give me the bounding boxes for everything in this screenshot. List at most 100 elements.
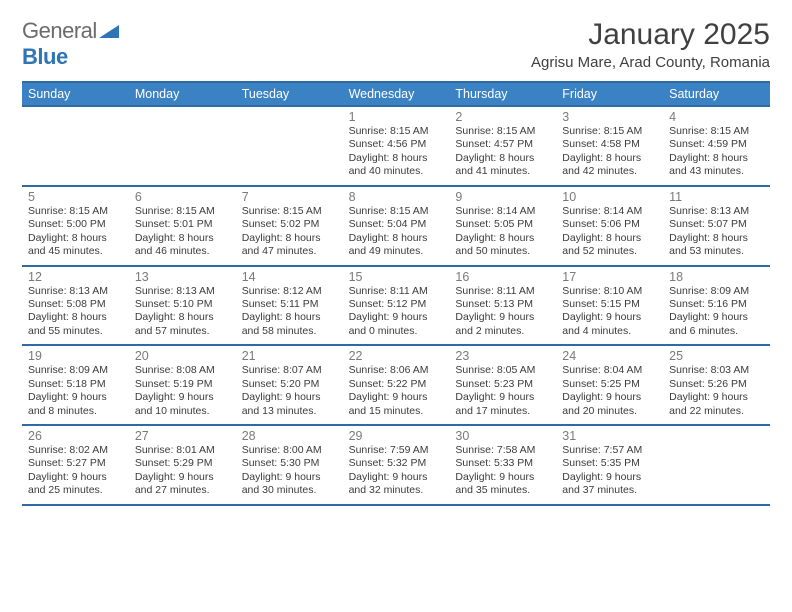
- day-cell: 22Sunrise: 8:06 AMSunset: 5:22 PMDayligh…: [343, 346, 450, 424]
- day-number: 11: [669, 190, 764, 204]
- weekday-label: Friday: [556, 83, 663, 105]
- day-number: 7: [242, 190, 337, 204]
- day-number: 12: [28, 270, 123, 284]
- day-number: 21: [242, 349, 337, 363]
- day-info: Sunrise: 8:13 AMSunset: 5:10 PMDaylight:…: [135, 285, 230, 339]
- brand-logo: General Blue: [22, 18, 119, 70]
- day-cell: 21Sunrise: 8:07 AMSunset: 5:20 PMDayligh…: [236, 346, 343, 424]
- day-info: Sunrise: 8:01 AMSunset: 5:29 PMDaylight:…: [135, 444, 230, 498]
- day-info: Sunrise: 7:58 AMSunset: 5:33 PMDaylight:…: [455, 444, 550, 498]
- day-cell: 8Sunrise: 8:15 AMSunset: 5:04 PMDaylight…: [343, 187, 450, 265]
- day-cell: 10Sunrise: 8:14 AMSunset: 5:06 PMDayligh…: [556, 187, 663, 265]
- day-number: 30: [455, 429, 550, 443]
- day-cell: 23Sunrise: 8:05 AMSunset: 5:23 PMDayligh…: [449, 346, 556, 424]
- day-number: 23: [455, 349, 550, 363]
- day-cell: 3Sunrise: 8:15 AMSunset: 4:58 PMDaylight…: [556, 107, 663, 185]
- day-number: 19: [28, 349, 123, 363]
- day-info: Sunrise: 8:02 AMSunset: 5:27 PMDaylight:…: [28, 444, 123, 498]
- day-number: 2: [455, 110, 550, 124]
- brand-text: General Blue: [22, 18, 119, 70]
- day-cell: 5Sunrise: 8:15 AMSunset: 5:00 PMDaylight…: [22, 187, 129, 265]
- header: General Blue January 2025 Agrisu Mare, A…: [22, 18, 770, 71]
- day-number: 15: [349, 270, 444, 284]
- day-cell: 16Sunrise: 8:11 AMSunset: 5:13 PMDayligh…: [449, 267, 556, 345]
- day-cell: 27Sunrise: 8:01 AMSunset: 5:29 PMDayligh…: [129, 426, 236, 504]
- day-info: Sunrise: 8:15 AMSunset: 5:04 PMDaylight:…: [349, 205, 444, 259]
- week-row: 19Sunrise: 8:09 AMSunset: 5:18 PMDayligh…: [22, 346, 770, 426]
- calendar-grid: Sunday Monday Tuesday Wednesday Thursday…: [22, 81, 770, 506]
- weekday-header: Sunday Monday Tuesday Wednesday Thursday…: [22, 81, 770, 107]
- day-number: 25: [669, 349, 764, 363]
- day-cell: 24Sunrise: 8:04 AMSunset: 5:25 PMDayligh…: [556, 346, 663, 424]
- day-info: Sunrise: 8:08 AMSunset: 5:19 PMDaylight:…: [135, 364, 230, 418]
- day-info: Sunrise: 8:06 AMSunset: 5:22 PMDaylight:…: [349, 364, 444, 418]
- week-row: 26Sunrise: 8:02 AMSunset: 5:27 PMDayligh…: [22, 426, 770, 506]
- day-number: 17: [562, 270, 657, 284]
- day-cell: 14Sunrise: 8:12 AMSunset: 5:11 PMDayligh…: [236, 267, 343, 345]
- day-info: Sunrise: 8:07 AMSunset: 5:20 PMDaylight:…: [242, 364, 337, 418]
- day-number: 31: [562, 429, 657, 443]
- weekday-label: Monday: [129, 83, 236, 105]
- day-cell: 19Sunrise: 8:09 AMSunset: 5:18 PMDayligh…: [22, 346, 129, 424]
- day-info: Sunrise: 8:13 AMSunset: 5:07 PMDaylight:…: [669, 205, 764, 259]
- day-cell: 31Sunrise: 7:57 AMSunset: 5:35 PMDayligh…: [556, 426, 663, 504]
- day-info: Sunrise: 8:15 AMSunset: 4:59 PMDaylight:…: [669, 125, 764, 179]
- brand-part1: General: [22, 18, 97, 43]
- day-number: 6: [135, 190, 230, 204]
- day-info: Sunrise: 8:03 AMSunset: 5:26 PMDaylight:…: [669, 364, 764, 418]
- day-info: Sunrise: 8:14 AMSunset: 5:06 PMDaylight:…: [562, 205, 657, 259]
- week-row: 12Sunrise: 8:13 AMSunset: 5:08 PMDayligh…: [22, 267, 770, 347]
- day-cell: 4Sunrise: 8:15 AMSunset: 4:59 PMDaylight…: [663, 107, 770, 185]
- day-number: 24: [562, 349, 657, 363]
- day-info: Sunrise: 8:13 AMSunset: 5:08 PMDaylight:…: [28, 285, 123, 339]
- day-cell: 6Sunrise: 8:15 AMSunset: 5:01 PMDaylight…: [129, 187, 236, 265]
- day-info: Sunrise: 8:15 AMSunset: 5:01 PMDaylight:…: [135, 205, 230, 259]
- day-cell: 13Sunrise: 8:13 AMSunset: 5:10 PMDayligh…: [129, 267, 236, 345]
- day-number: 28: [242, 429, 337, 443]
- day-cell: 26Sunrise: 8:02 AMSunset: 5:27 PMDayligh…: [22, 426, 129, 504]
- day-number: 1: [349, 110, 444, 124]
- day-number: 3: [562, 110, 657, 124]
- day-number: 16: [455, 270, 550, 284]
- day-info: Sunrise: 8:00 AMSunset: 5:30 PMDaylight:…: [242, 444, 337, 498]
- day-info: Sunrise: 8:15 AMSunset: 5:00 PMDaylight:…: [28, 205, 123, 259]
- week-row: 5Sunrise: 8:15 AMSunset: 5:00 PMDaylight…: [22, 187, 770, 267]
- day-cell: 2Sunrise: 8:15 AMSunset: 4:57 PMDaylight…: [449, 107, 556, 185]
- day-number: 13: [135, 270, 230, 284]
- day-cell: 12Sunrise: 8:13 AMSunset: 5:08 PMDayligh…: [22, 267, 129, 345]
- day-info: Sunrise: 8:11 AMSunset: 5:13 PMDaylight:…: [455, 285, 550, 339]
- weekday-label: Thursday: [449, 83, 556, 105]
- day-cell: 15Sunrise: 8:11 AMSunset: 5:12 PMDayligh…: [343, 267, 450, 345]
- day-number: 22: [349, 349, 444, 363]
- day-cell: 29Sunrise: 7:59 AMSunset: 5:32 PMDayligh…: [343, 426, 450, 504]
- day-info: Sunrise: 7:59 AMSunset: 5:32 PMDaylight:…: [349, 444, 444, 498]
- day-cell: 18Sunrise: 8:09 AMSunset: 5:16 PMDayligh…: [663, 267, 770, 345]
- day-cell: [22, 107, 129, 185]
- day-cell: 9Sunrise: 8:14 AMSunset: 5:05 PMDaylight…: [449, 187, 556, 265]
- day-info: Sunrise: 8:12 AMSunset: 5:11 PMDaylight:…: [242, 285, 337, 339]
- day-cell: 7Sunrise: 8:15 AMSunset: 5:02 PMDaylight…: [236, 187, 343, 265]
- day-info: Sunrise: 8:09 AMSunset: 5:16 PMDaylight:…: [669, 285, 764, 339]
- day-cell: [663, 426, 770, 504]
- day-info: Sunrise: 8:14 AMSunset: 5:05 PMDaylight:…: [455, 205, 550, 259]
- day-cell: 1Sunrise: 8:15 AMSunset: 4:56 PMDaylight…: [343, 107, 450, 185]
- day-number: 26: [28, 429, 123, 443]
- day-info: Sunrise: 8:09 AMSunset: 5:18 PMDaylight:…: [28, 364, 123, 418]
- brand-part2: Blue: [22, 44, 68, 69]
- weekday-label: Wednesday: [343, 83, 450, 105]
- day-number: 8: [349, 190, 444, 204]
- day-cell: 17Sunrise: 8:10 AMSunset: 5:15 PMDayligh…: [556, 267, 663, 345]
- day-info: Sunrise: 8:11 AMSunset: 5:12 PMDaylight:…: [349, 285, 444, 339]
- day-info: Sunrise: 8:05 AMSunset: 5:23 PMDaylight:…: [455, 364, 550, 418]
- weeks-container: 1Sunrise: 8:15 AMSunset: 4:56 PMDaylight…: [22, 107, 770, 506]
- day-number: 5: [28, 190, 123, 204]
- weekday-label: Tuesday: [236, 83, 343, 105]
- month-title: January 2025: [531, 18, 770, 52]
- brand-triangle-icon: [99, 23, 119, 38]
- title-block: January 2025 Agrisu Mare, Arad County, R…: [531, 18, 770, 71]
- location-text: Agrisu Mare, Arad County, Romania: [531, 54, 770, 71]
- day-cell: 11Sunrise: 8:13 AMSunset: 5:07 PMDayligh…: [663, 187, 770, 265]
- day-info: Sunrise: 8:15 AMSunset: 4:56 PMDaylight:…: [349, 125, 444, 179]
- day-info: Sunrise: 7:57 AMSunset: 5:35 PMDaylight:…: [562, 444, 657, 498]
- day-cell: [129, 107, 236, 185]
